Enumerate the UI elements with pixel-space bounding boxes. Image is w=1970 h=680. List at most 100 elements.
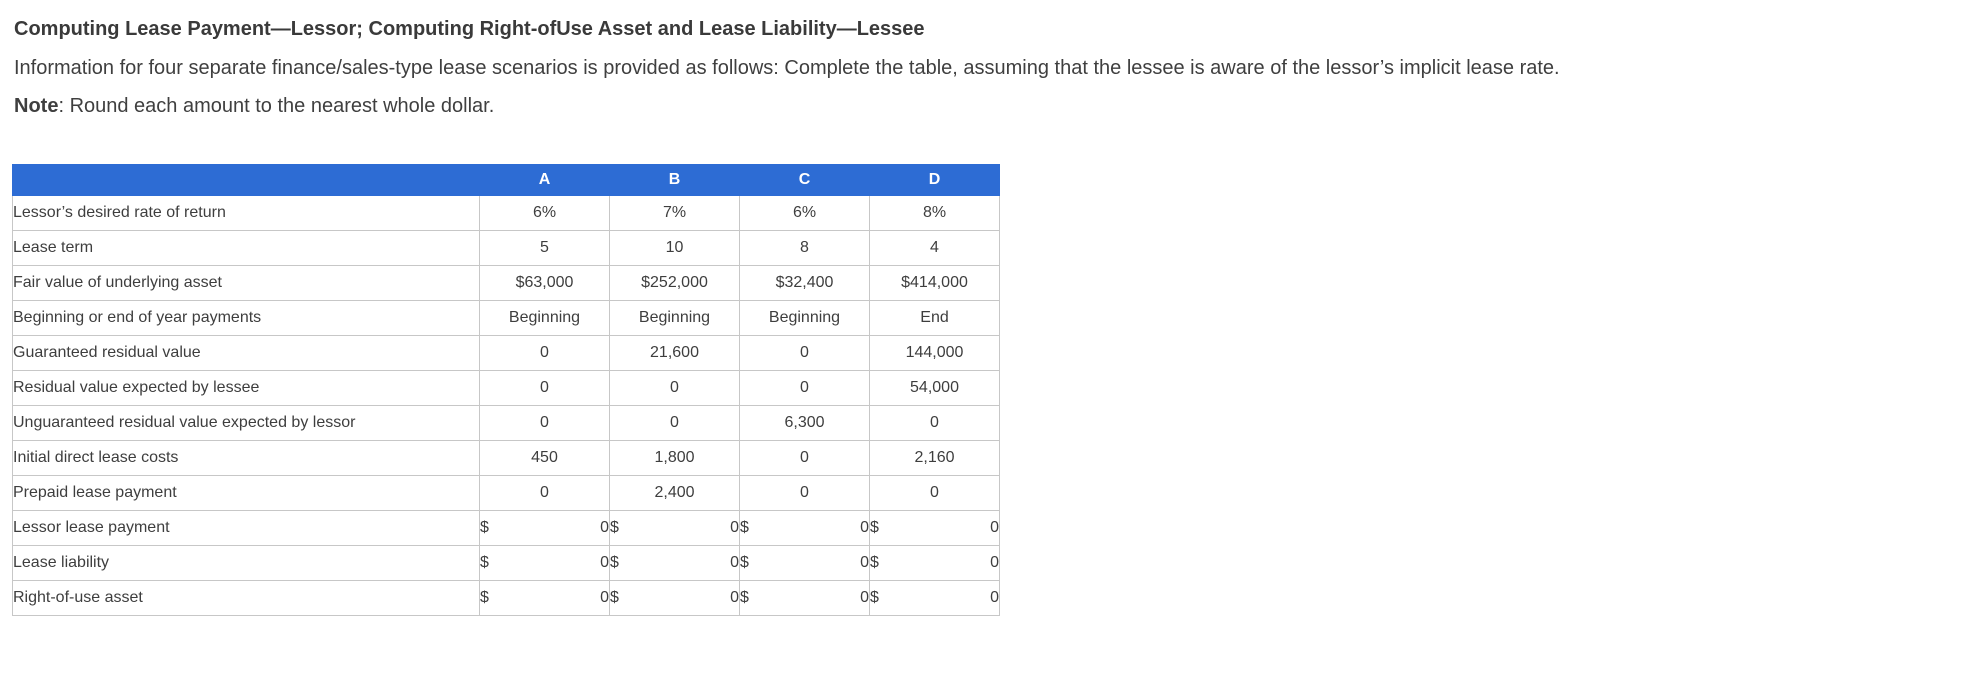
answer-cell[interactable]: $0	[869, 510, 1000, 546]
row-label: Beginning or end of year payments	[12, 300, 480, 336]
answer-cell[interactable]: $0	[739, 580, 870, 616]
column-header-c: C	[739, 164, 870, 196]
currency-symbol: $	[740, 554, 749, 571]
answer-value: 0	[600, 554, 609, 571]
answer-value: 0	[860, 519, 869, 536]
value-cell: 8%	[869, 195, 1000, 231]
page-title: Computing Lease Payment—Lessor; Computin…	[14, 18, 925, 40]
currency-symbol: $	[740, 589, 749, 606]
column-header-a: A	[479, 164, 610, 196]
row-label: Unguaranteed residual value expected by …	[12, 405, 480, 441]
answer-value: 0	[600, 519, 609, 536]
value-cell: 0	[869, 405, 1000, 441]
answer-cell[interactable]: $0	[479, 510, 610, 546]
value-cell: 0	[869, 475, 1000, 511]
answer-cell[interactable]: $0	[739, 545, 870, 581]
value-cell: 0	[609, 405, 740, 441]
answer-cell[interactable]: $0	[609, 510, 740, 546]
answer-cell[interactable]: $0	[479, 545, 610, 581]
table-row: Beginning or end of year payments Beginni…	[12, 300, 1000, 336]
value-cell: 0	[739, 370, 870, 406]
answer-value: 0	[860, 589, 869, 606]
table-row: Guaranteed residual value 0 21,600 0 144,000	[12, 335, 1000, 371]
answer-value: 0	[730, 519, 739, 536]
answer-cell[interactable]: $0	[869, 580, 1000, 616]
currency-symbol: $	[480, 554, 489, 571]
value-cell: $414,000	[869, 265, 1000, 301]
value-cell: 5	[479, 230, 610, 266]
table-row: Prepaid lease payment 0 2,400 0 0	[12, 475, 1000, 511]
row-label: Initial direct lease costs	[12, 440, 480, 476]
table-body: Lessor’s desired rate of return 6% 7% 6% 8% L…	[12, 195, 1000, 616]
value-cell: End	[869, 300, 1000, 336]
value-cell: Beginning	[609, 300, 740, 336]
row-label: Lessor lease payment	[12, 510, 480, 546]
value-cell: 2,160	[869, 440, 1000, 476]
value-cell: 4	[869, 230, 1000, 266]
value-cell: 0	[739, 475, 870, 511]
currency-symbol: $	[870, 554, 879, 571]
value-cell: 10	[609, 230, 740, 266]
column-header-d: D	[869, 164, 1000, 196]
value-cell: $63,000	[479, 265, 610, 301]
table-row: Lease term 5 10 8 4	[12, 230, 1000, 266]
currency-symbol: $	[610, 519, 619, 536]
value-cell: $32,400	[739, 265, 870, 301]
value-cell: $252,000	[609, 265, 740, 301]
value-cell: 0	[479, 370, 610, 406]
note-body: : Round each amount to the nearest whole…	[58, 95, 495, 117]
value-cell: 0	[739, 335, 870, 371]
value-cell: Beginning	[739, 300, 870, 336]
table-row: Unguaranteed residual value expected by …	[12, 405, 1000, 441]
table-row: Lessor lease payment $0 $0 $0 $0	[12, 510, 1000, 546]
column-header-b: B	[609, 164, 740, 196]
value-cell: 54,000	[869, 370, 1000, 406]
instructions-text: Information for four separate finance/sa…	[14, 57, 1560, 79]
answer-cell[interactable]: $0	[739, 510, 870, 546]
answer-cell[interactable]: $0	[479, 580, 610, 616]
answer-value: 0	[860, 554, 869, 571]
value-cell: 1,800	[609, 440, 740, 476]
value-cell: 0	[609, 370, 740, 406]
row-label: Prepaid lease payment	[12, 475, 480, 511]
row-label: Lessor’s desired rate of return	[12, 195, 480, 231]
table-row: Lessor’s desired rate of return 6% 7% 6% 8%	[12, 195, 1000, 231]
answer-value: 0	[600, 589, 609, 606]
table-row: Residual value expected by lessee 0 0 0 54,0…	[12, 370, 1000, 406]
answer-cell[interactable]: $0	[609, 580, 740, 616]
answer-value: 0	[730, 554, 739, 571]
value-cell: 6%	[739, 195, 870, 231]
value-cell: 2,400	[609, 475, 740, 511]
value-cell: 21,600	[609, 335, 740, 371]
answer-cell[interactable]: $0	[869, 545, 1000, 581]
row-label: Right-of-use asset	[12, 580, 480, 616]
value-cell: 0	[479, 335, 610, 371]
currency-symbol: $	[740, 519, 749, 536]
answer-value: 0	[990, 554, 999, 571]
value-cell: Beginning	[479, 300, 610, 336]
table-row: Initial direct lease costs 450 1,800 0 2,160	[12, 440, 1000, 476]
answer-value: 0	[990, 519, 999, 536]
value-cell: 6%	[479, 195, 610, 231]
currency-symbol: $	[610, 589, 619, 606]
row-label: Residual value expected by lessee	[12, 370, 480, 406]
value-cell: 0	[479, 405, 610, 441]
value-cell: 0	[739, 440, 870, 476]
currency-symbol: $	[870, 519, 879, 536]
value-cell: 6,300	[739, 405, 870, 441]
value-cell: 0	[479, 475, 610, 511]
value-cell: 450	[479, 440, 610, 476]
answer-value: 0	[990, 589, 999, 606]
answer-value: 0	[730, 589, 739, 606]
answer-cell[interactable]: $0	[609, 545, 740, 581]
corner-header-cell	[12, 164, 480, 196]
table-row: Lease liability $0 $0 $0 $0	[12, 545, 1000, 581]
row-label: Lease liability	[12, 545, 480, 581]
value-cell: 144,000	[869, 335, 1000, 371]
note-label: Note	[14, 95, 59, 117]
table-row: Fair value of underlying asset $63,000 $25…	[12, 265, 1000, 301]
